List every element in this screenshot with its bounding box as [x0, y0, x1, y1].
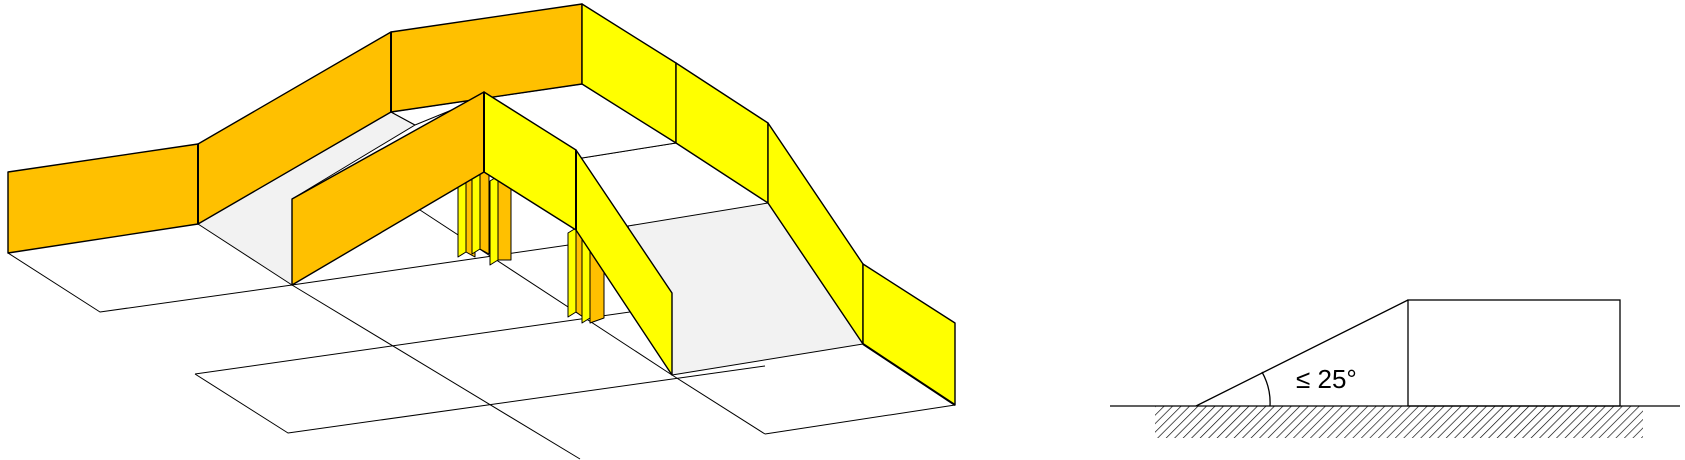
ramp-slope [1195, 299, 1409, 407]
back-walls [7, 3, 583, 254]
angle-arc [1261, 371, 1271, 407]
wall-panel [675, 62, 769, 204]
wall-edges [197, 32, 956, 406]
wall-panel [7, 143, 199, 254]
inner-walls [291, 91, 673, 376]
ground-hatching [1155, 406, 1643, 438]
support-pillars [457, 168, 605, 324]
ramp-cross-section: ≤ 25° [1110, 299, 1680, 438]
right-walls [581, 3, 956, 406]
wall-panel [862, 263, 956, 406]
angle-label: ≤ 25° [1296, 364, 1357, 394]
ramp-3d-illustration [7, 3, 956, 460]
platform-block [1407, 299, 1621, 407]
